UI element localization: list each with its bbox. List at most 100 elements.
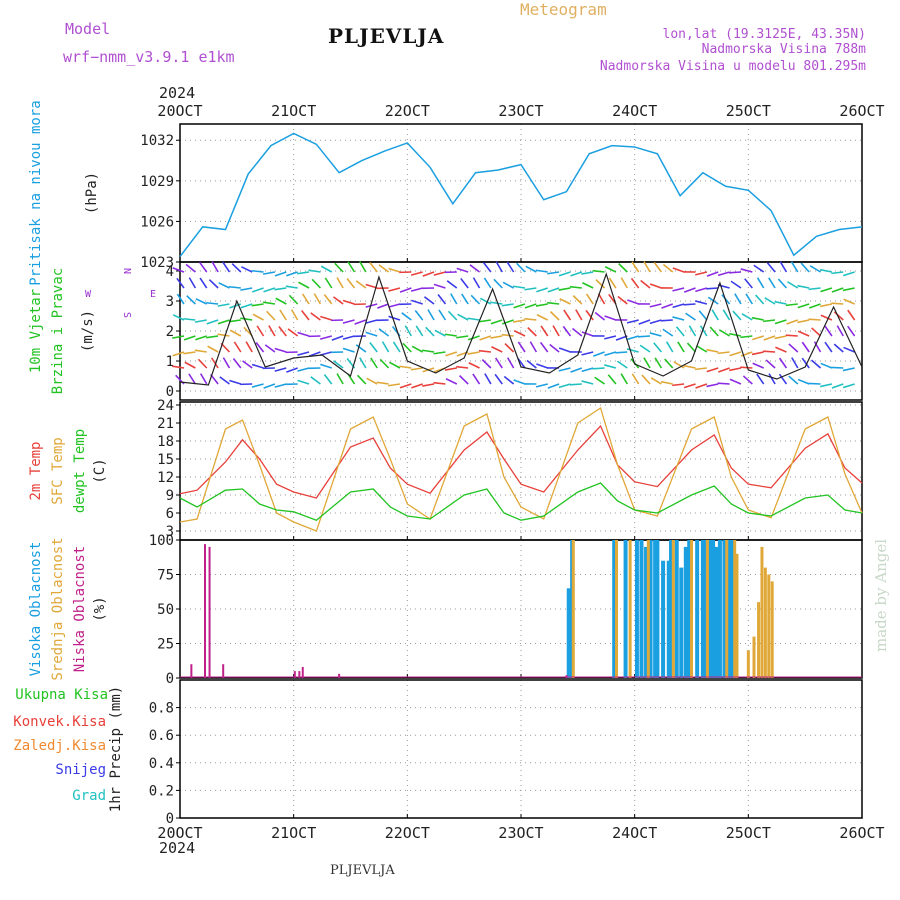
cloud-bar (707, 540, 712, 678)
temperature-line (179, 424, 863, 499)
wind-barb (683, 364, 696, 369)
wind-barb (581, 271, 594, 275)
wind-barb (740, 351, 753, 357)
cloud-bar (767, 574, 771, 678)
wind-barb (172, 351, 185, 357)
cloud-bar (623, 540, 628, 678)
y-axis-label: Visoka Oblacnost (28, 542, 44, 677)
wind-barb (378, 264, 390, 273)
wind-barb (266, 310, 276, 321)
wind-barb (172, 335, 185, 339)
cloud-bar (757, 602, 761, 678)
y-tick-label: 100 (149, 533, 174, 549)
wind-barb (643, 357, 651, 369)
wind-barb (569, 285, 582, 289)
wind-barb (785, 334, 798, 337)
wind-barb (242, 360, 253, 369)
wind-barb (535, 383, 548, 388)
wind-barb (434, 329, 446, 337)
precip-legend-item: Ukupna Kisa (15, 687, 108, 703)
wind-barb (833, 343, 844, 353)
wind-barb (438, 309, 447, 321)
cloud-bar (222, 664, 225, 678)
wind-barb (313, 293, 322, 305)
wind-barb (729, 351, 742, 357)
wind-barb (228, 319, 241, 323)
wind-barb (607, 374, 617, 385)
cloud-bar (566, 588, 571, 678)
wind-barb (415, 325, 424, 337)
wind-barb (399, 383, 412, 389)
wind-barb (778, 357, 788, 369)
wind-barb (483, 277, 492, 289)
wind-barb (347, 261, 356, 273)
wind-barb (342, 335, 355, 340)
wind-barb (581, 367, 594, 373)
wind-barb (836, 325, 844, 337)
wind-barb (672, 267, 685, 273)
wind-barb (365, 331, 378, 337)
wind-barb (447, 310, 458, 321)
wind-barb (410, 367, 423, 371)
wind-barb (643, 261, 651, 273)
wind-barb (433, 351, 446, 355)
wind-barb (695, 383, 708, 389)
wind-barb (842, 271, 855, 277)
cloud-bar (614, 540, 618, 678)
wind-barb (297, 351, 310, 356)
cloud-bar (695, 540, 700, 678)
wind-barb (641, 374, 651, 385)
cloud-bar (687, 540, 692, 678)
wind-barb (592, 367, 605, 370)
wind-barb (324, 277, 333, 289)
wind-barb (627, 299, 639, 305)
wind-barb (617, 295, 628, 305)
wind-barb (229, 379, 242, 385)
wind-barb (527, 327, 537, 337)
y-axis-label: (m/s) (80, 310, 96, 352)
wind-barb (401, 312, 412, 321)
wind-barb (695, 287, 708, 293)
wind-barb (172, 365, 185, 369)
wind-barb (186, 295, 196, 305)
wind-barb (513, 379, 526, 385)
wind-barb (310, 376, 321, 385)
wind-barb (820, 383, 833, 388)
wind-barb (503, 375, 515, 385)
wind-barb (752, 362, 765, 369)
wind-barb (268, 325, 276, 337)
wind-barb (618, 263, 628, 273)
wind-barb (558, 367, 571, 372)
wind-barb (422, 383, 435, 387)
wind-barb (797, 319, 810, 324)
wind-barb (342, 299, 355, 305)
wind-barb (437, 294, 447, 305)
wind-barb (433, 381, 446, 385)
cloud-bar (628, 540, 632, 678)
wind-barb (608, 277, 617, 289)
cloud-bar (722, 540, 727, 678)
wind-barb (262, 301, 276, 305)
wind-barb (535, 269, 548, 273)
wind-barb (183, 317, 196, 321)
cloud-bar (763, 567, 767, 678)
x-tick-label-bottom: 20OCT (157, 824, 202, 842)
wind-barb (217, 333, 230, 337)
wind-barb (753, 264, 765, 273)
wind-barb (513, 303, 526, 309)
wind-barb (278, 326, 287, 337)
wind-barb (688, 325, 697, 337)
wind-barb (536, 287, 548, 293)
wind-barb (516, 262, 526, 273)
y-tick-label: 24 (157, 398, 174, 414)
wind-barb (843, 298, 855, 305)
wind-barb (490, 301, 503, 305)
wind-barb (787, 281, 799, 289)
wind-barb (620, 277, 628, 289)
wind-barb (797, 378, 810, 385)
wind-barb (279, 309, 287, 321)
wind-barb (188, 373, 197, 385)
wind-barb (833, 311, 844, 321)
cloud-bar (717, 540, 722, 678)
wind-barb (751, 316, 764, 321)
